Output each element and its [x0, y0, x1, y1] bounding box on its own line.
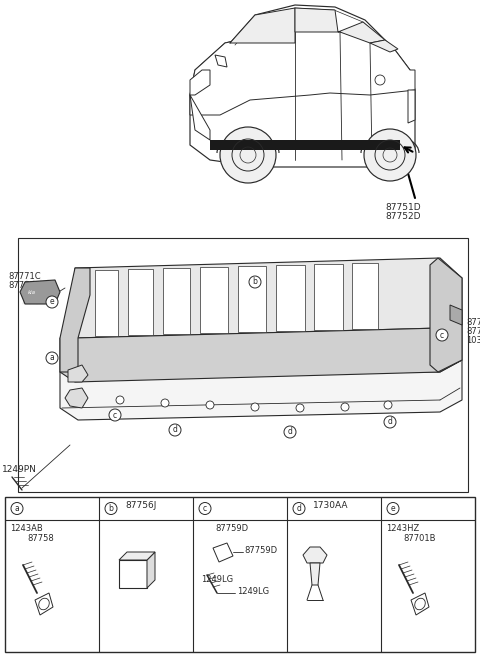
Circle shape: [105, 502, 117, 514]
Polygon shape: [450, 305, 462, 325]
Circle shape: [206, 401, 214, 409]
Circle shape: [293, 502, 305, 514]
Polygon shape: [20, 280, 60, 304]
Text: 87772B: 87772B: [8, 281, 41, 290]
Polygon shape: [35, 593, 53, 615]
Text: b: b: [108, 504, 113, 513]
Text: d: d: [387, 417, 393, 426]
Bar: [5, 497, 475, 652]
Polygon shape: [408, 90, 415, 123]
Text: 1243HZ: 1243HZ: [386, 524, 419, 533]
Polygon shape: [411, 593, 429, 615]
Text: d: d: [288, 428, 292, 436]
Text: e: e: [391, 504, 396, 513]
Text: 87755B: 87755B: [466, 318, 480, 327]
Bar: [18, 238, 468, 492]
Text: c: c: [203, 504, 207, 513]
Circle shape: [161, 399, 169, 407]
Circle shape: [341, 403, 349, 411]
Text: c: c: [113, 411, 117, 419]
Polygon shape: [147, 552, 155, 588]
Polygon shape: [210, 140, 400, 150]
Text: 87756G: 87756G: [466, 327, 480, 336]
Circle shape: [46, 296, 58, 308]
Polygon shape: [338, 22, 385, 43]
Polygon shape: [200, 267, 228, 333]
Circle shape: [46, 352, 58, 364]
Text: 1249LG: 1249LG: [237, 587, 269, 596]
Polygon shape: [119, 552, 155, 560]
Polygon shape: [370, 40, 398, 52]
Polygon shape: [310, 563, 320, 585]
Text: 1243AB: 1243AB: [10, 524, 43, 533]
Polygon shape: [60, 268, 90, 372]
Polygon shape: [303, 547, 327, 563]
Polygon shape: [352, 263, 378, 329]
Circle shape: [384, 416, 396, 428]
Text: kia: kia: [28, 289, 36, 295]
Polygon shape: [276, 265, 305, 331]
Polygon shape: [95, 270, 118, 336]
Polygon shape: [190, 95, 210, 140]
Text: e: e: [50, 298, 54, 306]
Polygon shape: [190, 70, 210, 95]
Text: 87701B: 87701B: [403, 534, 435, 543]
Polygon shape: [230, 8, 295, 43]
Text: d: d: [173, 426, 178, 434]
Circle shape: [296, 404, 304, 412]
Circle shape: [169, 424, 181, 436]
Text: 87752D: 87752D: [385, 212, 420, 221]
Text: a: a: [14, 504, 19, 513]
Text: 87771C: 87771C: [8, 272, 41, 281]
Text: a: a: [49, 354, 54, 363]
Circle shape: [284, 426, 296, 438]
Polygon shape: [119, 560, 147, 588]
Polygon shape: [163, 268, 190, 334]
Text: 87759D: 87759D: [244, 546, 277, 555]
Polygon shape: [190, 30, 415, 167]
Circle shape: [116, 396, 124, 404]
Text: 87756J: 87756J: [125, 501, 156, 510]
Polygon shape: [238, 266, 266, 332]
Circle shape: [387, 502, 399, 514]
Circle shape: [220, 127, 276, 183]
Text: 87759D: 87759D: [215, 524, 248, 533]
Circle shape: [436, 329, 448, 341]
Polygon shape: [75, 258, 462, 338]
Text: 87751D: 87751D: [385, 203, 420, 212]
Polygon shape: [60, 360, 462, 420]
Polygon shape: [213, 543, 233, 562]
Text: 1249PN: 1249PN: [2, 465, 37, 474]
Circle shape: [249, 276, 261, 288]
Text: b: b: [252, 277, 257, 287]
Circle shape: [384, 401, 392, 409]
Polygon shape: [215, 55, 227, 67]
Polygon shape: [60, 318, 462, 382]
Circle shape: [199, 502, 211, 514]
Circle shape: [364, 129, 416, 181]
Polygon shape: [65, 388, 88, 408]
Text: d: d: [297, 504, 301, 513]
Polygon shape: [68, 365, 88, 382]
Polygon shape: [430, 258, 462, 372]
Text: 1730AA: 1730AA: [313, 501, 348, 510]
Text: 87758: 87758: [27, 534, 54, 543]
Text: 1249LG: 1249LG: [201, 575, 233, 584]
Polygon shape: [128, 269, 153, 335]
Circle shape: [109, 409, 121, 421]
Text: 1031AA: 1031AA: [466, 336, 480, 345]
Text: c: c: [440, 331, 444, 340]
Polygon shape: [190, 30, 415, 115]
Polygon shape: [314, 264, 343, 330]
Polygon shape: [295, 8, 338, 32]
Circle shape: [11, 502, 23, 514]
Circle shape: [251, 403, 259, 411]
